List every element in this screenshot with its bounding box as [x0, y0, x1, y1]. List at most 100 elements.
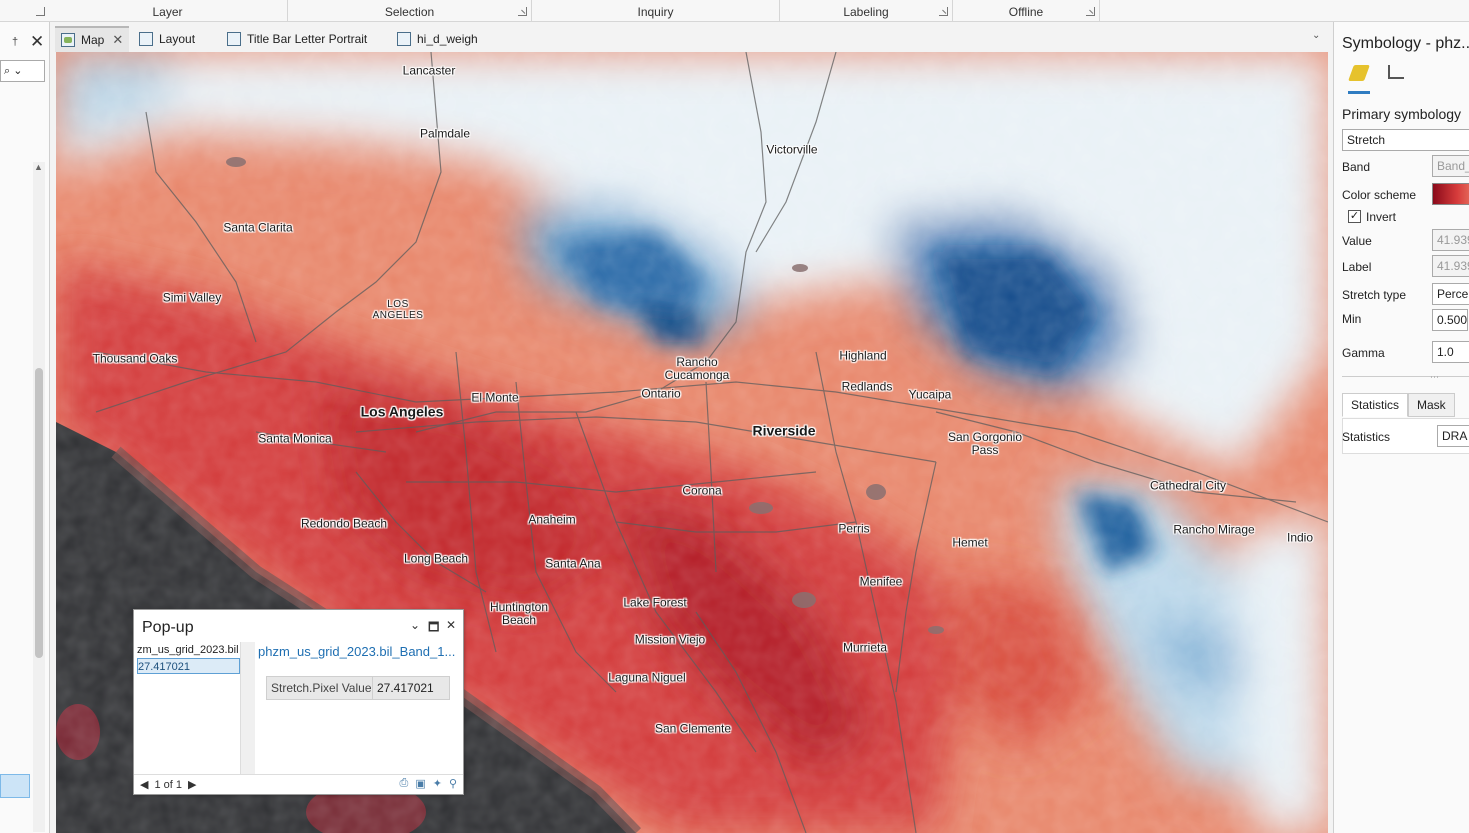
- tab-label: Layout: [159, 32, 196, 46]
- city-label: Santa Clarita: [223, 220, 293, 235]
- city-label: Riverside: [752, 422, 816, 439]
- city-label: Los Angeles: [360, 403, 444, 420]
- city-label: Corona: [682, 483, 722, 498]
- symbology-tabs: [1348, 62, 1406, 94]
- export-icon[interactable]: ▣: [415, 778, 426, 790]
- tab-mask[interactable]: Mask: [1408, 393, 1455, 417]
- scroll-thumb[interactable]: [35, 368, 43, 658]
- flash-icon[interactable]: ✦: [432, 778, 442, 790]
- value-label: Value: [1342, 234, 1372, 248]
- city-label: Thousand Oaks: [92, 351, 178, 366]
- list-item[interactable]: 27.417021: [137, 658, 240, 674]
- tab-hi-d-weigh[interactable]: hi_d_weigh: [391, 26, 484, 52]
- band-select[interactable]: Band_1: [1432, 155, 1469, 177]
- band-label: Band: [1342, 160, 1371, 174]
- city-label: Perris: [838, 521, 870, 536]
- primary-symbology-tab[interactable]: [1348, 62, 1370, 94]
- label-label: Label: [1342, 260, 1372, 274]
- dialog-launcher-icon[interactable]: [36, 7, 45, 16]
- chevron-down-icon[interactable]: ⌄: [1312, 30, 1321, 41]
- selected-layer-row[interactable]: [0, 774, 30, 798]
- paintbrush-icon: [1348, 65, 1370, 81]
- close-icon[interactable]: ✕: [446, 618, 457, 632]
- field-name: Stretch.Pixel Value: [267, 677, 373, 699]
- city-label: Lake Forest: [623, 595, 687, 610]
- city-label: Lancaster: [402, 63, 456, 78]
- list-item[interactable]: zm_us_grid_2023.bil: [137, 644, 239, 656]
- statistics-dropdown[interactable]: DRA: [1437, 425, 1469, 447]
- popup-toolbar: ⎙ ▣ ✦ ⚲: [400, 777, 458, 790]
- tab-statistics[interactable]: Statistics: [1342, 393, 1409, 417]
- prev-icon[interactable]: ◀: [140, 779, 149, 791]
- city-label: Santa Monica: [258, 431, 332, 446]
- value-field[interactable]: 41.939: [1432, 229, 1469, 251]
- city-label: Victorville: [766, 142, 818, 157]
- statistics-label: Statistics: [1342, 430, 1391, 444]
- city-label: Redondo Beach: [300, 516, 388, 531]
- symbology-pane: Symbology - phz... Primary symbology Str…: [1333, 22, 1469, 833]
- resize-grip-icon[interactable]: ⋯: [1430, 372, 1439, 382]
- city-label: Rancho Mirage: [1173, 522, 1255, 537]
- city-label: Highland: [839, 348, 887, 363]
- vertical-scrollbar[interactable]: ▲: [33, 162, 45, 832]
- dialog-launcher-icon[interactable]: [1086, 7, 1095, 16]
- city-label: Yucaipa: [908, 387, 952, 402]
- statistics-tabs: Statistics Mask: [1342, 393, 1455, 417]
- city-label: Ontario: [641, 386, 681, 401]
- city-label: San Clemente: [654, 721, 732, 736]
- label-field[interactable]: 41.939: [1432, 255, 1469, 277]
- layout-icon: [139, 32, 153, 46]
- layout-icon: [227, 32, 241, 46]
- city-label: Long Beach: [403, 551, 469, 566]
- popup-navigation: ◀ 1 of 1 ▶: [134, 774, 463, 794]
- city-label: Indio: [1286, 530, 1314, 545]
- city-label: Cathedral City: [1149, 478, 1227, 493]
- city-label: San Gorgonio Pass: [947, 429, 1023, 457]
- ribbon-group-selection: Selection: [288, 0, 532, 22]
- scroll-up-icon[interactable]: ▲: [34, 162, 43, 172]
- zoom-to-icon[interactable]: ⚲: [448, 778, 457, 790]
- gamma-input[interactable]: 1.0: [1432, 341, 1469, 363]
- ribbon-group-labeling: Labeling: [780, 0, 953, 22]
- city-label: LOS ANGELES: [372, 299, 424, 321]
- renderer-dropdown[interactable]: Stretch: [1342, 129, 1469, 151]
- invert-checkbox[interactable]: ✓: [1348, 210, 1361, 223]
- attribute-row: Stretch.Pixel Value 27.417021: [266, 676, 450, 700]
- pane-divider[interactable]: [241, 642, 255, 774]
- color-scheme-picker[interactable]: [1432, 183, 1469, 205]
- table-icon: [397, 32, 411, 46]
- stretch-type-label: Stretch type: [1342, 288, 1407, 302]
- tab-label: Title Bar Letter Portrait: [247, 32, 368, 46]
- vary-symbology-tab[interactable]: [1384, 62, 1406, 84]
- dialog-launcher-icon[interactable]: [939, 7, 948, 16]
- ribbon-group-labels: Layer Selection Inquiry Labeling Offline: [0, 0, 1469, 22]
- city-label: Rancho Cucamonga: [664, 354, 730, 382]
- min-label: Min: [1342, 312, 1362, 326]
- tab-label: Map: [81, 33, 105, 47]
- record-count: 1 of 1: [154, 778, 182, 791]
- gamma-label: Gamma: [1342, 346, 1385, 360]
- print-icon[interactable]: ⎙: [399, 777, 409, 789]
- invert-label: Invert: [1366, 210, 1397, 224]
- pin-icon[interactable]: †: [12, 36, 19, 48]
- min-input[interactable]: 0.500: [1432, 309, 1468, 331]
- city-label: Huntington Beach: [489, 599, 549, 627]
- feature-title-link[interactable]: phzm_us_grid_2023.bil_Band_1...: [258, 644, 456, 659]
- tab-title-bar-letter-portrait[interactable]: Title Bar Letter Portrait: [221, 26, 373, 52]
- popup-window[interactable]: Pop-up ⌄ 🗖 ✕ zm_us_grid_2023.bil 27.4170…: [133, 609, 464, 795]
- city-label: Murrieta: [842, 640, 888, 655]
- color-scheme-label: Color scheme: [1342, 188, 1417, 202]
- tab-layout[interactable]: Layout: [133, 26, 201, 52]
- field-value: 27.417021: [377, 681, 434, 695]
- search-input[interactable]: ⌕ ⌄: [0, 60, 45, 82]
- stretch-type-dropdown[interactable]: Percent: [1432, 283, 1469, 305]
- chevron-down-icon[interactable]: ⌄: [410, 618, 421, 632]
- maximize-icon[interactable]: 🗖: [428, 620, 440, 634]
- pane-title: Symbology - phz...: [1342, 35, 1469, 52]
- dialog-launcher-icon[interactable]: [518, 7, 527, 16]
- close-tab-icon[interactable]: ✕: [112, 32, 124, 47]
- next-icon[interactable]: ▶: [188, 779, 197, 791]
- close-icon[interactable]: ✕: [30, 32, 45, 51]
- tab-map[interactable]: Map ✕: [55, 26, 130, 52]
- city-label: Laguna Niguel: [608, 670, 686, 685]
